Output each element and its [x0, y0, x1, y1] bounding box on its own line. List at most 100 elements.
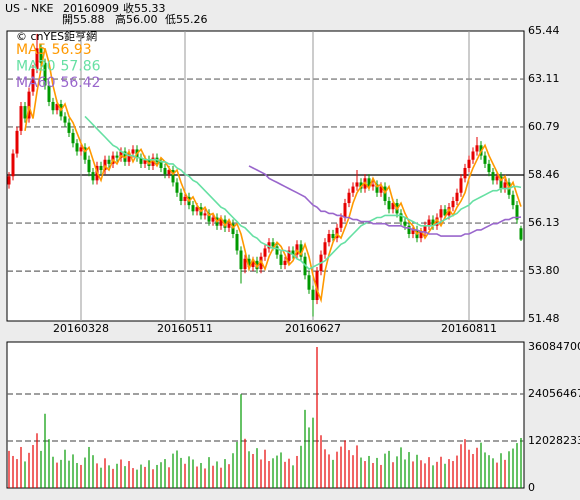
volume-bar: [312, 417, 314, 488]
open-name: 開: [62, 13, 73, 26]
candle-body: [443, 209, 447, 216]
volume-bar: [144, 466, 146, 488]
candle-body: [75, 143, 79, 152]
candle-body: [159, 161, 163, 168]
volume-bar: [260, 459, 262, 488]
y-tick-label: 51.48: [528, 312, 560, 325]
volume-bar: [348, 450, 350, 488]
volume-bar: [204, 468, 206, 488]
volume-bar: [80, 464, 82, 488]
legend-entry: MA5 56.93: [16, 42, 92, 58]
volume-bar: [476, 447, 478, 488]
volume-bar: [344, 440, 346, 488]
volume-bar: [304, 409, 306, 488]
volume-bar: [160, 462, 162, 488]
candle-body: [323, 242, 327, 255]
candle-body: [251, 260, 255, 268]
volume-bar: [200, 462, 202, 488]
candle-body: [11, 153, 15, 177]
candle-body: [431, 219, 435, 226]
volume-bar: [184, 463, 186, 488]
volume-bar: [112, 468, 114, 488]
x-tick-label: 20160627: [285, 322, 341, 335]
candle-body: [27, 91, 31, 119]
candle-body: [219, 219, 223, 226]
volume-bar: [396, 456, 398, 488]
candle-body: [35, 48, 39, 69]
volume-bar: [220, 467, 222, 488]
candle-body: [43, 62, 47, 86]
volume-bar: [136, 469, 138, 488]
candle-body: [115, 155, 119, 158]
volume-bar: [452, 461, 454, 488]
candle-body: [307, 275, 311, 290]
volume-bar: [56, 462, 58, 488]
volume-bar: [68, 460, 70, 488]
candle-body: [235, 234, 239, 251]
volume-bar: [216, 461, 218, 488]
candle-body: [411, 229, 415, 235]
candle-body: [87, 159, 91, 173]
candle-body: [519, 228, 523, 240]
candle-body: [427, 219, 431, 226]
volume-bar: [280, 452, 282, 488]
volume-bar: [328, 454, 330, 488]
candle-body: [515, 205, 519, 220]
candle-body: [31, 68, 35, 92]
volume-bar: [416, 454, 418, 488]
open-info: 開55.88: [62, 13, 105, 26]
volume-bar: [100, 467, 102, 488]
volume-bar: [448, 459, 450, 488]
y-tick-label: 60.79: [528, 120, 560, 133]
candle-body: [311, 289, 315, 301]
low-value: 55.26: [176, 13, 208, 26]
candle-body: [107, 159, 111, 164]
volume-bar: [436, 461, 438, 488]
volume-bar: [76, 462, 78, 488]
volume-bar: [300, 445, 302, 488]
candle-body: [271, 242, 275, 247]
candle-body: [503, 182, 507, 189]
volume-bar: [432, 465, 434, 488]
volume-bar: [292, 465, 294, 488]
candle-body: [39, 48, 43, 63]
legend-entry: MA60 56.42: [16, 75, 101, 91]
candle-body: [463, 167, 467, 179]
high-name: 高: [115, 12, 126, 26]
volume-bar: [488, 455, 490, 488]
candle-body: [499, 176, 503, 189]
candle-body: [491, 172, 495, 181]
volume-bar: [20, 446, 22, 488]
volume-bar: [32, 445, 34, 488]
volume-bar: [192, 459, 194, 488]
y-tick-label: 56.13: [528, 216, 560, 229]
candle-body: [167, 170, 171, 175]
volume-bar: [116, 463, 118, 488]
candle-body: [435, 217, 439, 226]
volume-bar: [484, 452, 486, 488]
y-tick-label: 53.80: [528, 264, 560, 277]
candle-body: [511, 194, 515, 206]
volume-bar: [316, 347, 318, 488]
volume-bar: [460, 444, 462, 488]
candle-body: [439, 209, 443, 218]
close-name: 收: [123, 1, 134, 15]
candle-body: [367, 178, 371, 187]
watermark: © cnYES鉅亨網: [16, 29, 97, 43]
candle-body: [19, 106, 23, 131]
candle-body: [67, 122, 71, 133]
candle-body: [331, 234, 335, 239]
candle-body: [203, 213, 207, 216]
volume-bar: [464, 439, 466, 488]
volume-bar: [320, 435, 322, 488]
volume-bar: [384, 453, 386, 488]
candle-body: [131, 149, 135, 154]
y-tick-label: 24056467: [528, 387, 580, 400]
candle-body: [355, 182, 359, 187]
volume-bar: [188, 456, 190, 488]
x-tick-label: 20160328: [53, 322, 109, 335]
candle-body: [347, 192, 351, 204]
volume-bar: [376, 457, 378, 488]
candle-body: [79, 147, 83, 152]
volume-bar: [140, 464, 142, 488]
